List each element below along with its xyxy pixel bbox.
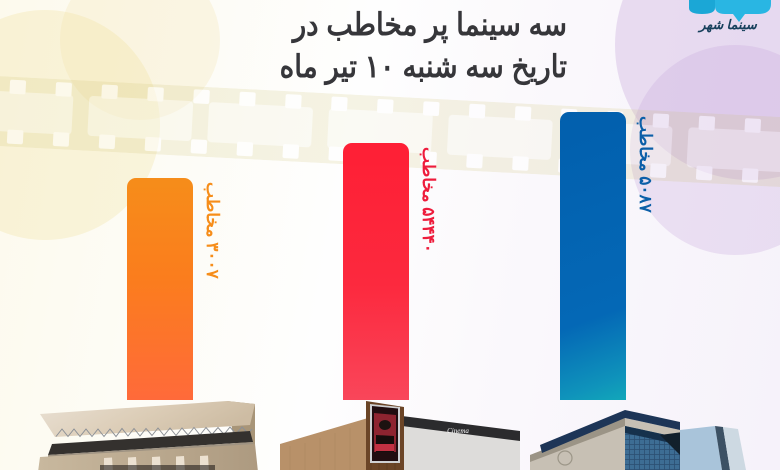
svg-text:Cinema: Cinema — [447, 427, 469, 435]
